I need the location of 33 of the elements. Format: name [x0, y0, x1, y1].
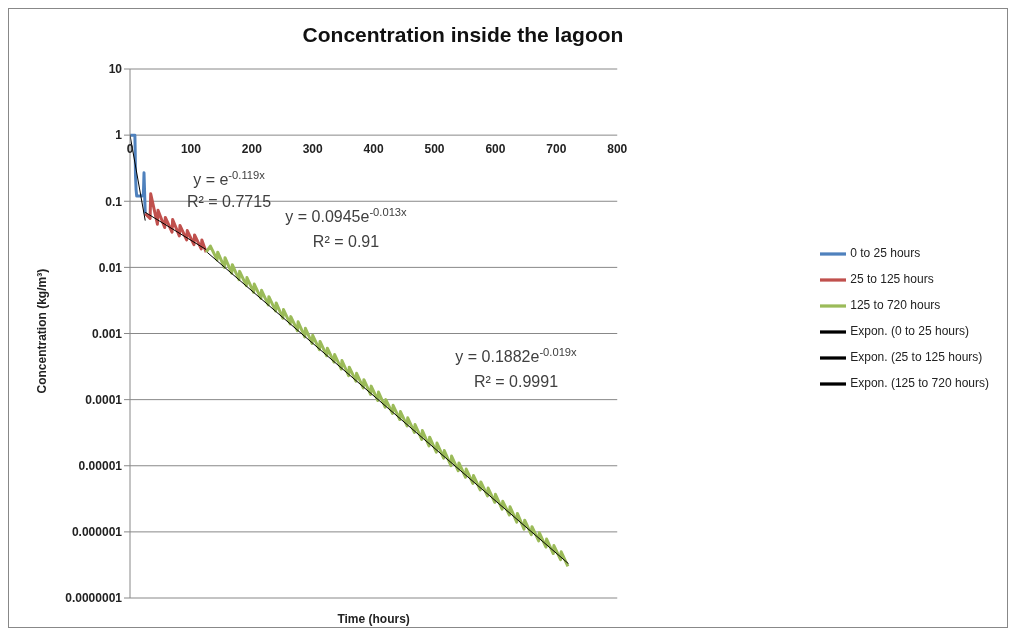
y-tick-label: 0.1 [105, 194, 123, 209]
legend-label: Expon. (25 to 125 hours) [850, 350, 983, 365]
y-tick-label: 0.01 [98, 260, 123, 275]
x-tick-label: 600 [485, 142, 506, 157]
x-axis-title: Time (hours) [337, 612, 410, 626]
y-tick-label: 0.0000001 [65, 591, 123, 606]
x-tick-label: 200 [241, 142, 263, 157]
y-tick-label: 0.0001 [85, 392, 123, 407]
annotation: R² = 0.7715 [186, 193, 272, 210]
x-tick-label: 500 [424, 142, 445, 157]
x-tick-label: 100 [180, 142, 202, 157]
x-tick-label: 800 [607, 142, 628, 157]
annotation: y = e$^{-0.119x}$ [193, 169, 266, 188]
x-tick-label: 700 [546, 142, 567, 157]
y-tick-label: 0.001 [91, 326, 123, 341]
y-tick-label: 0.00001 [78, 459, 123, 474]
x-tick-label: 300 [302, 142, 324, 157]
legend-label: Expon. (0 to 25 hours) [850, 324, 969, 339]
legend-label: Expon. (125 to 720 hours) [850, 376, 989, 391]
legend-label: 125 to 720 hours [850, 298, 941, 313]
y-axis-title: Concentration (kg/m³) [35, 268, 50, 394]
annotation: R² = 0.91 [312, 233, 380, 250]
annotation: R² = 0.9991 [473, 373, 559, 390]
legend-label: 25 to 125 hours [850, 272, 934, 287]
annotation: y = 0.1882e$^{-0.019x}$ [455, 346, 578, 365]
x-tick-label: 0 [126, 142, 134, 157]
chart-title: Concentration inside the lagoon [301, 23, 625, 47]
x-tick-label: 400 [363, 142, 384, 157]
y-tick-label: 10 [108, 62, 123, 77]
y-tick-label: 1 [115, 128, 123, 143]
y-tick-label: 0.000001 [71, 525, 123, 540]
annotation: y = 0.0945e$^{-0.013x}$ [285, 206, 408, 225]
legend-label: 0 to 25 hours [850, 246, 921, 261]
